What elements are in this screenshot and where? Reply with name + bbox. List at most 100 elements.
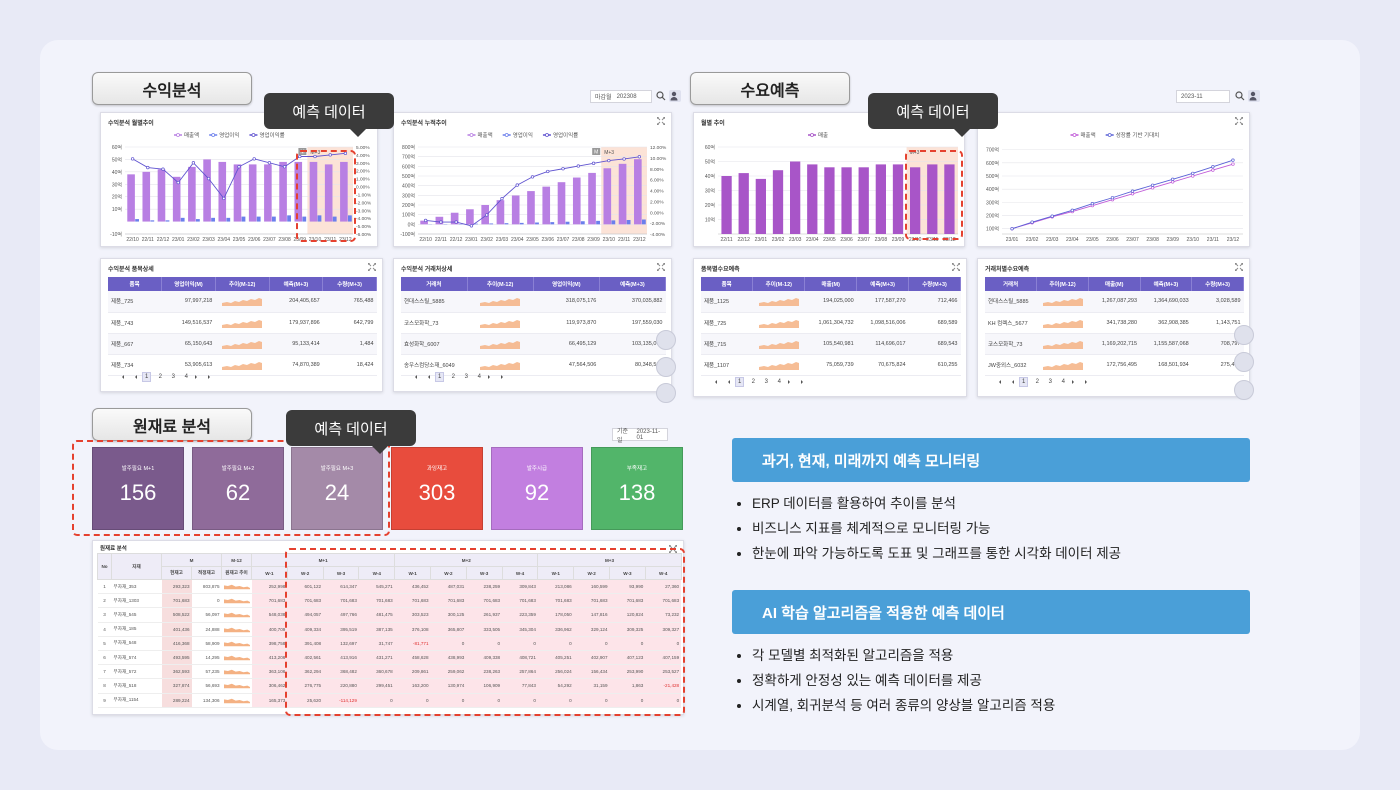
search-icon[interactable]	[655, 90, 667, 102]
table-cell: 481,475	[358, 607, 395, 623]
expand-icon[interactable]	[1235, 263, 1243, 271]
table-cell: 1,061,304,732	[804, 312, 857, 334]
table-cell: 701,683	[394, 593, 431, 609]
column-header: 거래처	[985, 277, 1038, 291]
pager-arrow[interactable]	[801, 380, 809, 384]
table-cell: 0	[430, 636, 467, 651]
table-cell: 1,169,202,715	[1088, 333, 1141, 355]
bar	[824, 167, 835, 234]
table-cell: 부자재_572	[111, 664, 162, 680]
user-icon[interactable]	[1248, 90, 1260, 102]
page-number[interactable]: 2	[451, 374, 456, 380]
page-number[interactable]: 2	[158, 374, 163, 380]
table-cell: 303,523	[394, 607, 431, 623]
header-row: 현재고 적정재고 원재고 추이 W-1 W-2 W-3 W-4 W-1 W-2 W-3 W-4 W-1…	[98, 566, 682, 580]
page-number[interactable]: 3	[764, 379, 769, 385]
page-number[interactable]: 1	[1019, 377, 1029, 387]
y-tick-label: 50억	[705, 159, 715, 166]
pager-arrow[interactable]	[422, 375, 430, 379]
pager-arrow[interactable]	[709, 380, 717, 384]
chart: 매출액 영업이익 영업이익률 M M+3 -100억 0억 100억 200억 300억 400억 5…	[400, 131, 667, 243]
y2-tick-label: 1.00%	[356, 177, 370, 183]
table-cell: 0	[430, 693, 467, 708]
filter-value[interactable]: 2023-11-01	[636, 428, 661, 441]
table-cell: 689,589	[908, 312, 961, 334]
expand-icon[interactable]	[657, 263, 665, 271]
expand-icon[interactable]	[669, 545, 677, 553]
y2-tick-label: 8.00%	[650, 167, 664, 173]
sparkline-area	[758, 319, 799, 328]
page-number[interactable]: 3	[1048, 379, 1053, 385]
line-point	[1050, 214, 1054, 218]
table-cell: 409,334	[287, 622, 324, 637]
card-title: 수익분석 품목상세	[108, 267, 154, 273]
filter-value[interactable]: 202308	[616, 93, 637, 100]
table-cell: 701,683	[466, 593, 503, 609]
table-cell: 25,620	[287, 693, 324, 708]
table-cell: 431,271	[358, 650, 395, 666]
pager-arrow[interactable]	[1085, 380, 1093, 384]
x-tick-label: 23/08	[572, 237, 585, 243]
search-icon[interactable]	[1234, 90, 1246, 102]
page-number[interactable]: 3	[464, 374, 469, 380]
side-icon	[656, 383, 676, 403]
expand-icon[interactable]	[368, 263, 376, 271]
line-point	[191, 161, 196, 165]
y2-tick-label: 4.00%	[650, 189, 664, 195]
table-cell: 309,325	[609, 622, 646, 637]
page-number[interactable]: 4	[477, 374, 482, 380]
card-title: 수익분석 거래처상세	[401, 267, 453, 273]
user-icon[interactable]	[669, 90, 681, 102]
page-number[interactable]: 2	[751, 379, 756, 385]
table-cell: 58,909	[191, 636, 222, 651]
pager-arrow[interactable]	[501, 375, 509, 379]
chart: 매출 M+3 10억 20억 30억 40억 50억 60억 22/11 22/12 23/01 23…	[705, 131, 958, 243]
column-header: 예측(M+3)	[856, 277, 910, 291]
kpi-label: 부족재고	[626, 466, 648, 472]
filter-value[interactable]: 2023-11	[1181, 93, 1203, 100]
pager-arrow[interactable]	[993, 380, 1001, 384]
table-row: 코스모화학_73 1,169,202,715 1,155,587,068 708,79…	[985, 333, 1244, 355]
bar	[519, 222, 524, 225]
y-tick-label: 500억	[986, 173, 999, 180]
expand-icon[interactable]	[952, 263, 960, 271]
page-number[interactable]: 4	[777, 379, 782, 385]
expand-icon[interactable]	[1235, 117, 1243, 125]
pager-arrow[interactable]	[208, 375, 216, 379]
pager-arrow[interactable]	[788, 380, 796, 384]
x-tick-label: 23/02	[187, 237, 200, 243]
page-number[interactable]: 1	[435, 372, 445, 382]
table-cell	[752, 333, 805, 355]
legend-swatch	[1072, 133, 1077, 137]
table-cell: 401,436	[161, 622, 192, 637]
column-header: W-2	[286, 566, 324, 580]
pager-arrow[interactable]	[1006, 380, 1014, 384]
pager-arrow[interactable]	[1072, 380, 1080, 384]
table-cell: 0	[609, 693, 646, 708]
table-cell: 178,050	[537, 607, 574, 623]
feature-bullet: 시계열, 회귀분석 등 여러 종류의 양상블 알고리즘 적용	[752, 693, 1055, 718]
table-cell: 효성화학_6007	[401, 333, 468, 355]
page-number[interactable]: 1	[142, 372, 152, 382]
expand-icon[interactable]	[657, 117, 665, 125]
line-point	[637, 155, 642, 159]
pager-arrow[interactable]	[722, 380, 730, 384]
bar	[332, 216, 337, 222]
page-number[interactable]: 4	[1061, 379, 1066, 385]
table-cell: 458,628	[394, 650, 431, 666]
pager-arrow[interactable]	[195, 375, 203, 379]
page-number[interactable]: 4	[184, 374, 189, 380]
kpi-value: 92	[524, 480, 550, 505]
y-tick-label: 0억	[408, 221, 415, 228]
pager-arrow[interactable]	[488, 375, 496, 379]
page-number[interactable]: 1	[735, 377, 745, 387]
page-number[interactable]: 3	[171, 374, 176, 380]
feature-bullet: 비즈니스 지표를 체계적으로 모니터링 가능	[752, 516, 1121, 541]
table-cell	[221, 678, 252, 694]
pager-arrow[interactable]	[409, 375, 417, 379]
column-header: 거래처	[401, 277, 468, 291]
page-number[interactable]: 2	[1035, 379, 1040, 385]
pager-arrow[interactable]	[129, 375, 137, 379]
pager-arrow[interactable]	[116, 375, 124, 379]
y-tick-label: 600억	[402, 163, 415, 170]
